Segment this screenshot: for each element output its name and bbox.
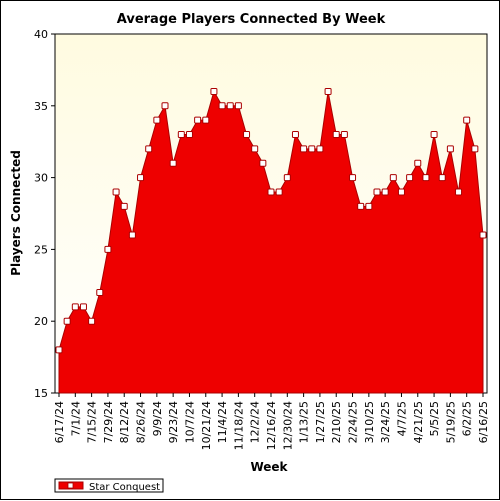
data-point [79, 303, 87, 311]
data-point [120, 202, 128, 210]
x-tick-label: 2/24/25 [347, 401, 360, 443]
x-tick-label: 11/4/24 [216, 401, 229, 443]
x-tick-label: 3/10/25 [363, 401, 376, 443]
data-point [406, 174, 414, 182]
y-tick-label: 20 [34, 315, 48, 328]
data-point [153, 116, 161, 124]
data-point [267, 188, 275, 196]
data-point [259, 159, 267, 167]
data-point [397, 188, 405, 196]
x-tick-label: 8/12/24 [118, 401, 131, 443]
x-tick-label: 6/16/25 [477, 401, 490, 443]
data-point [381, 188, 389, 196]
legend-label: Star Conquest [89, 482, 160, 493]
data-point [63, 317, 71, 325]
x-tick-label: 6/2/25 [461, 401, 474, 436]
data-point [389, 174, 397, 182]
chart-title: Average Players Connected By Week [117, 12, 386, 27]
x-tick-label: 7/1/24 [69, 401, 82, 436]
data-point [161, 102, 169, 110]
data-point [112, 188, 120, 196]
data-point [243, 131, 251, 139]
data-point [137, 174, 145, 182]
data-point [55, 346, 63, 354]
data-point [455, 188, 463, 196]
data-point [169, 159, 177, 167]
legend-marker [67, 482, 74, 489]
x-tick-label: 10/21/24 [200, 401, 213, 450]
data-point [88, 317, 96, 325]
data-point [332, 131, 340, 139]
y-tick-label: 25 [34, 243, 48, 256]
data-point [446, 145, 454, 153]
data-point [463, 116, 471, 124]
data-point [194, 116, 202, 124]
data-point [226, 102, 234, 110]
y-tick-label: 35 [34, 100, 48, 113]
y-tick-label: 40 [34, 28, 48, 41]
x-tick-label: 9/9/24 [151, 401, 164, 436]
data-point [438, 174, 446, 182]
x-tick-label: 12/2/24 [249, 401, 262, 443]
data-point [414, 159, 422, 167]
y-tick-label: 30 [34, 172, 48, 185]
y-axis-label: Players Connected [9, 150, 23, 276]
data-point [275, 188, 283, 196]
x-tick-label: 7/15/24 [86, 401, 99, 443]
data-point [104, 245, 112, 253]
data-point [210, 87, 218, 95]
data-point [234, 102, 242, 110]
data-point [300, 145, 308, 153]
data-point [422, 174, 430, 182]
data-point [251, 145, 259, 153]
data-point [71, 303, 79, 311]
x-tick-label: 4/7/25 [395, 401, 408, 436]
x-tick-label: 12/16/24 [265, 401, 278, 450]
data-point [283, 174, 291, 182]
data-point [349, 174, 357, 182]
data-point [365, 202, 373, 210]
data-point [177, 131, 185, 139]
data-point [340, 131, 348, 139]
data-point [373, 188, 381, 196]
x-tick-label: 2/10/25 [330, 401, 343, 443]
x-tick-label: 3/24/25 [379, 401, 392, 443]
x-tick-label: 10/7/24 [183, 401, 196, 443]
data-point [479, 231, 487, 239]
data-point [316, 145, 324, 153]
data-point [128, 231, 136, 239]
data-point [185, 131, 193, 139]
data-point [471, 145, 479, 153]
x-tick-label: 9/23/24 [167, 401, 180, 443]
y-tick-label: 15 [34, 387, 48, 400]
data-point [357, 202, 365, 210]
data-point [324, 87, 332, 95]
data-point [291, 131, 299, 139]
x-tick-label: 6/17/24 [53, 401, 66, 443]
x-tick-label: 1/27/25 [314, 401, 327, 443]
data-point [308, 145, 316, 153]
x-tick-label: 8/26/24 [135, 401, 148, 443]
data-point [218, 102, 226, 110]
legend: Star Conquest [54, 478, 164, 493]
x-tick-label: 12/30/24 [281, 401, 294, 450]
x-tick-label: 7/29/24 [102, 401, 115, 443]
data-point [430, 131, 438, 139]
data-point [96, 288, 104, 296]
x-tick-label: 11/18/24 [232, 401, 245, 450]
data-point [145, 145, 153, 153]
x-tick-label: 5/19/25 [444, 401, 457, 443]
x-tick-label: 5/5/25 [428, 401, 441, 436]
x-axis-label: Week [250, 460, 288, 474]
x-tick-label: 1/13/25 [298, 401, 311, 443]
data-point [202, 116, 210, 124]
x-tick-label: 4/21/25 [412, 401, 425, 443]
